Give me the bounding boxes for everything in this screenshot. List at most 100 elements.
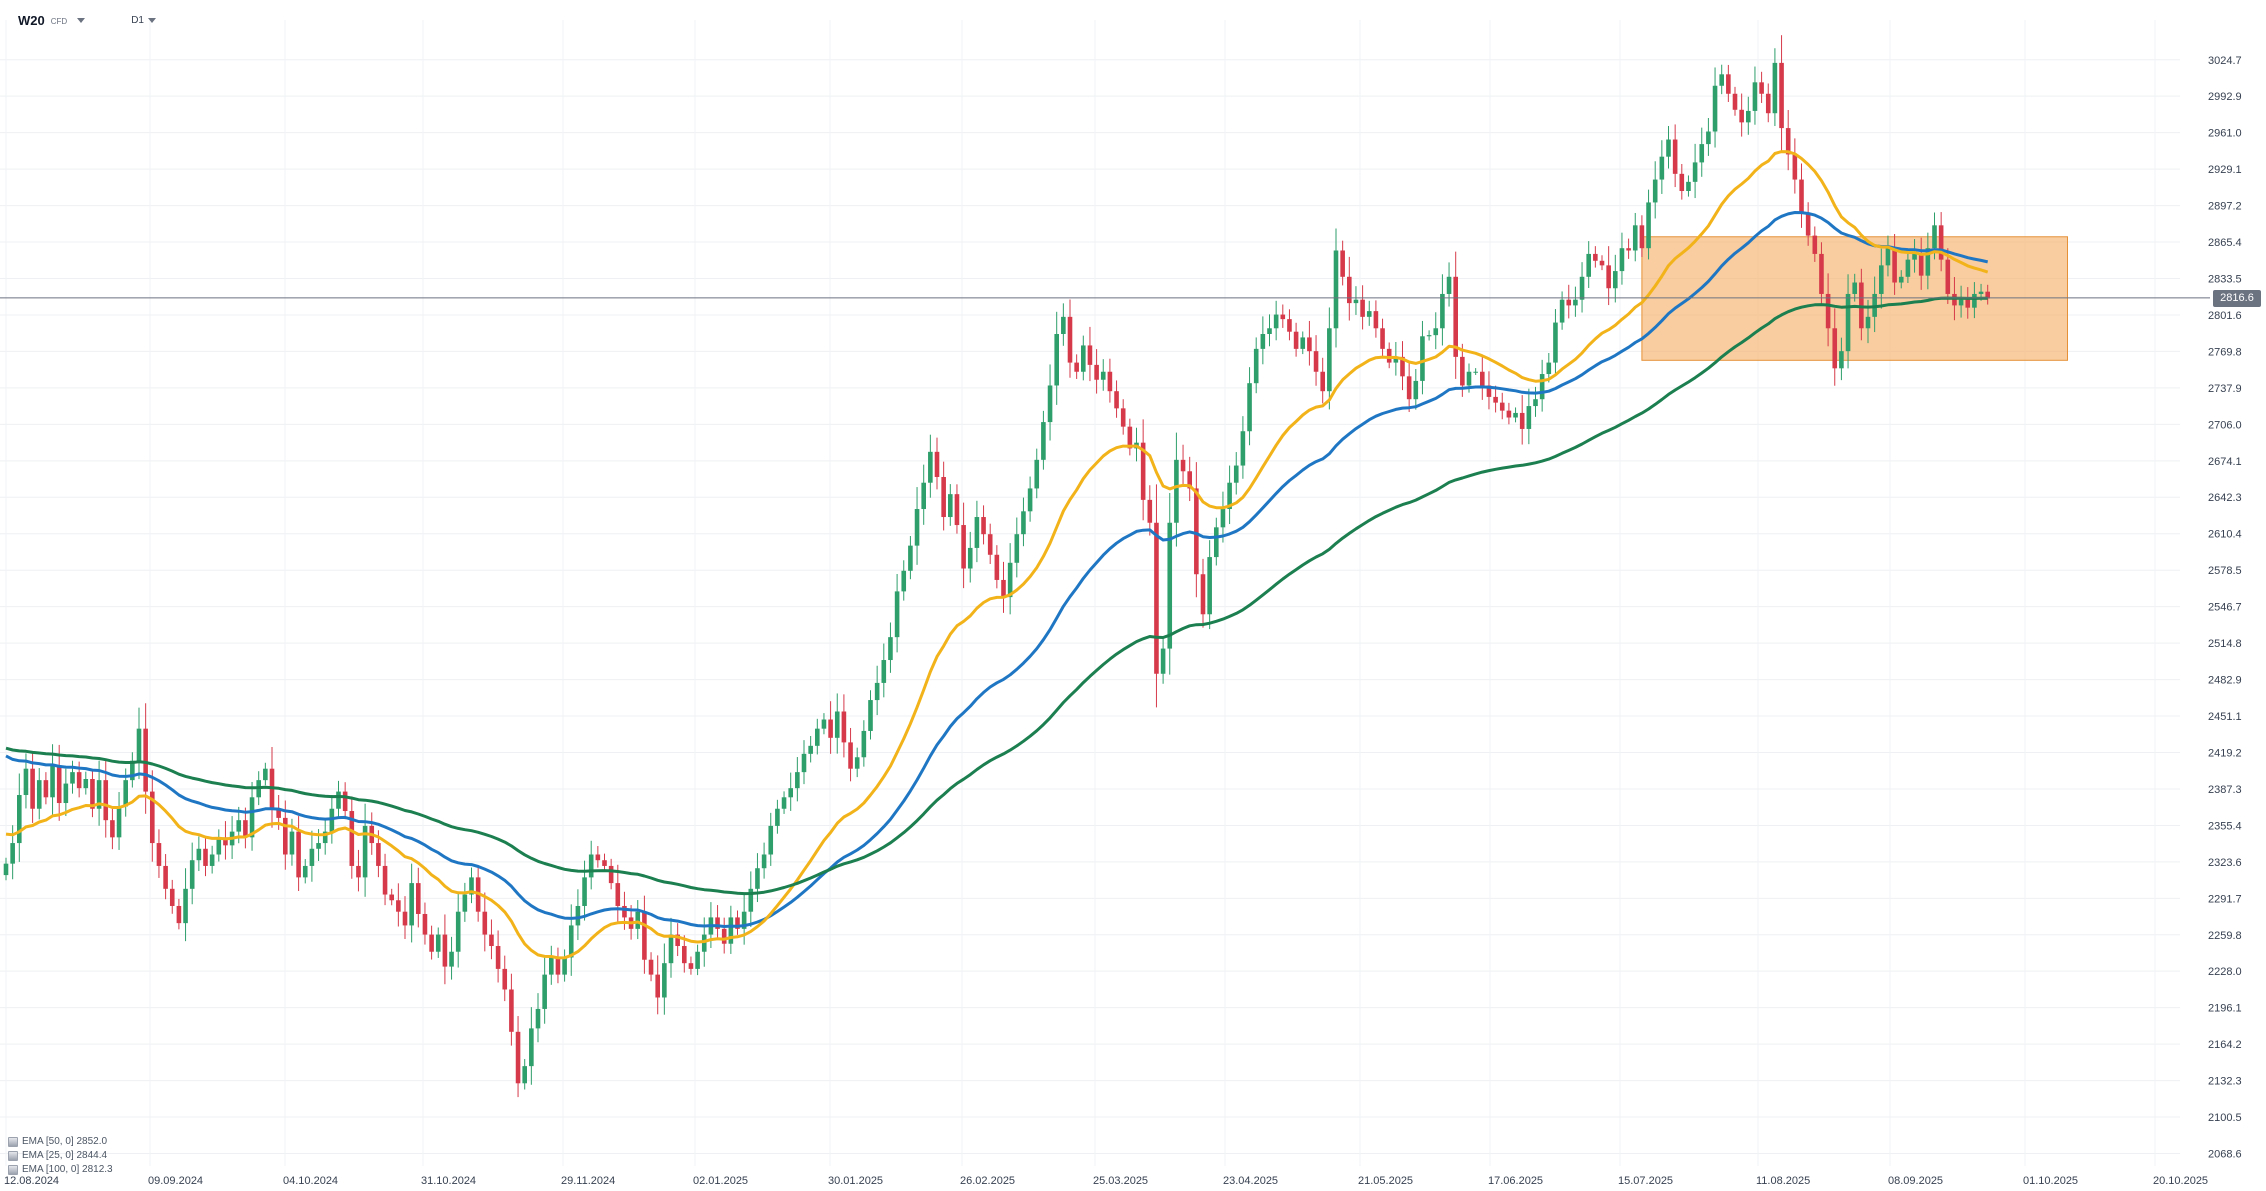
legend-ema25[interactable]: EMA [25, 0] 2844.4 [22,1150,108,1161]
candle-up [1247,383,1252,432]
candle-up [249,797,255,838]
candle-down [987,534,993,555]
candle-up [1426,335,1432,337]
candle-down [1739,109,1744,123]
candle-up [529,1028,534,1067]
candle-up [1041,422,1046,460]
timeframe-label[interactable]: D1 [131,14,144,26]
indicator-icon[interactable] [8,1151,18,1161]
candle-up [3,863,9,876]
candle-up [1699,144,1705,163]
candle-up [1267,328,1272,334]
candle-up [322,831,328,844]
candle-up [1706,131,1711,145]
candle-up [1533,399,1538,407]
candle-up [1353,299,1359,304]
candle-down [1001,579,1006,598]
candle-up [894,591,900,638]
x-tick-label: 09.09.2024 [148,1175,203,1187]
candle-up [635,911,641,929]
candle-down [1785,128,1791,155]
ema-line-100[interactable] [5,296,1988,896]
candle-down [495,946,501,969]
candle-down [110,820,115,838]
candle-down [349,811,355,866]
y-tick-label: 2706.0 [2208,419,2242,431]
candle-up [302,865,308,878]
legend-row[interactable]: EMA [100, 0] 2812.3 [8,1163,113,1177]
candle-up [196,848,202,861]
candle-down [1287,319,1292,332]
y-tick-label: 2642.3 [2208,492,2242,504]
candle-up [362,825,368,878]
candle-up [1632,225,1638,251]
candle-down [203,848,208,866]
candle-down [1147,499,1153,523]
candle-down [682,946,687,964]
timeframe-selector[interactable]: D1 [131,15,156,26]
candle-down [1406,376,1412,400]
candle-down [961,525,966,569]
candle-down [1506,410,1512,418]
x-tick-label: 17.06.2025 [1488,1175,1543,1187]
indicator-icon[interactable] [8,1165,18,1175]
y-tick-label: 2355.4 [2208,820,2242,832]
candle-down [1626,248,1631,251]
candle-down [622,905,627,918]
chevron-down-icon[interactable] [147,17,156,23]
candle-down [1792,154,1798,180]
chevron-down-icon[interactable] [77,17,86,23]
legend-row[interactable]: EMA [50, 0] 2852.0 [8,1135,113,1149]
candle-down [1280,314,1286,320]
y-tick-label: 2228.0 [2208,966,2242,978]
candle-down [76,772,82,789]
candle-down [1493,396,1498,403]
y-tick-label: 2482.9 [2208,675,2242,687]
candle-up [868,700,873,731]
candle-down [342,791,348,812]
y-tick-label: 2164.2 [2208,1039,2242,1051]
candle-up [10,843,15,864]
candle-up [1905,259,1911,277]
x-tick-label: 21.05.2025 [1358,1175,1413,1187]
y-tick-label: 2865.4 [2208,237,2242,249]
candle-up [1719,74,1724,86]
legend-ema50[interactable]: EMA [50, 0] 2852.0 [22,1136,108,1147]
ema-line-50[interactable] [5,211,1989,928]
candle-down [396,900,401,912]
candle-down [1140,442,1146,500]
y-tick-label: 2323.6 [2208,857,2242,869]
candle-up [1327,328,1332,392]
candle-up [183,888,188,924]
y-tick-label: 2833.5 [2208,274,2242,286]
y-tick-label: 2674.1 [2208,456,2242,468]
candle-up [662,963,667,998]
legend-ema100[interactable]: EMA [100, 0] 2812.3 [22,1164,113,1175]
candle-down [655,974,660,998]
candle-down [1107,371,1113,392]
indicator-icon[interactable] [8,1137,18,1147]
candle-up [914,509,920,546]
candle-up [1845,293,1851,352]
ema-line-25[interactable] [5,150,1989,960]
symbol-header[interactable]: W20 CFD D1 [18,10,156,30]
candle-down [1154,522,1159,674]
candle-up [70,772,75,784]
instrument-type: CFD [50,17,68,26]
candle-down [1985,291,1990,299]
candle-down [1313,351,1319,372]
candle-down [416,883,421,914]
candle-up [1233,465,1239,483]
candle-up [1366,311,1372,317]
candle-down [1779,62,1784,129]
candle-down [402,911,408,926]
candle-up [834,711,840,738]
x-tick-label: 11.08.2025 [1756,1175,1810,1187]
symbol-name[interactable]: W20 [18,12,45,28]
candle-up [1061,316,1066,334]
candle-down [1373,311,1379,329]
legend-row[interactable]: EMA [25, 0] 2844.4 [8,1149,113,1163]
grid-layer [0,20,2180,1166]
